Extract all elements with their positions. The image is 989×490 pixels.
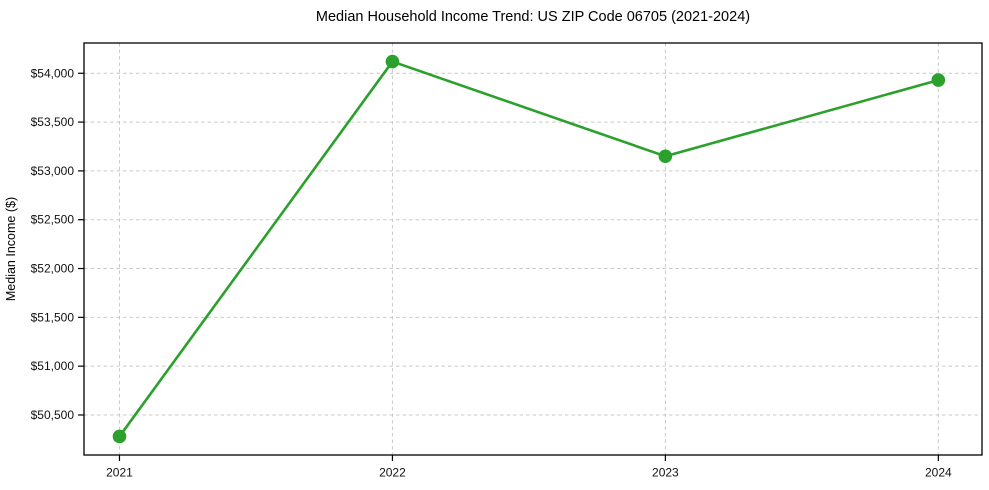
gridlines xyxy=(84,43,982,455)
y-axis-label: Median Income ($) xyxy=(4,197,18,301)
y-tick-label: $52,000 xyxy=(31,262,75,276)
data-point-2022 xyxy=(385,54,400,69)
chart-title: Median Household Income Trend: US ZIP Co… xyxy=(316,9,750,25)
data-point-2021 xyxy=(112,429,127,444)
y-tick-label: $51,500 xyxy=(31,310,75,324)
axis-ticks: $50,500 $51,000 $51,500 $52,000 $52,500 $53,0… xyxy=(31,66,952,479)
y-tick-label: $54,000 xyxy=(31,66,75,80)
y-tick-label: $53,000 xyxy=(31,164,75,178)
x-tick-label: 2024 xyxy=(925,466,952,480)
y-tick-label: $53,500 xyxy=(31,115,75,129)
y-tick-label: $50,500 xyxy=(31,408,75,422)
x-tick-label: 2023 xyxy=(652,466,679,480)
x-tick-label: 2021 xyxy=(106,466,133,480)
data-point-2023 xyxy=(658,149,673,164)
data-point-2024 xyxy=(931,73,946,87)
data-series xyxy=(112,54,946,444)
y-tick-label: $52,500 xyxy=(31,213,75,227)
plot-border xyxy=(83,42,983,456)
data-line xyxy=(118,60,940,438)
y-tick-label: $51,000 xyxy=(31,359,75,373)
x-tick-label: 2022 xyxy=(379,466,406,480)
